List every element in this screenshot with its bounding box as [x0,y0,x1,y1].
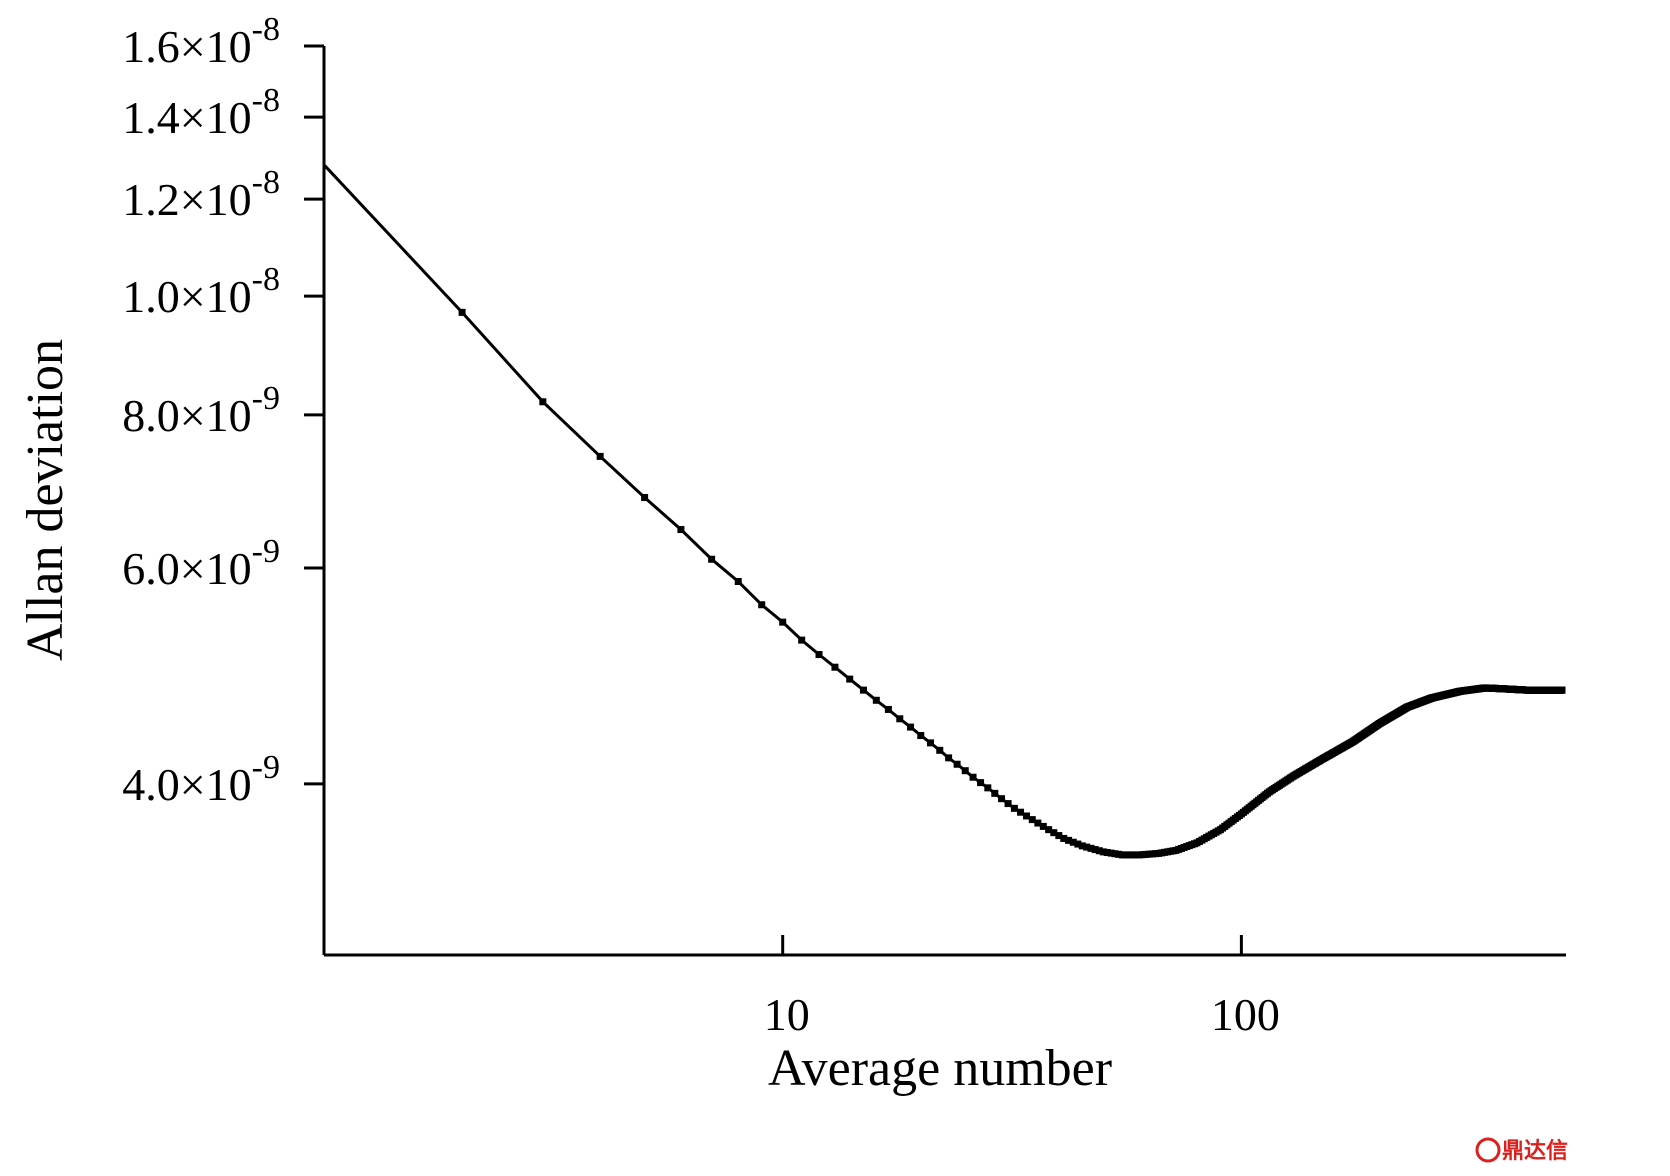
data-point [961,767,969,775]
data-point [1122,851,1130,859]
data-point [1045,826,1053,834]
data-point [779,618,787,626]
y-tick-label: 1.0×10-8 [122,261,280,322]
data-point [1091,846,1099,854]
x-ticks: 10 100 [764,935,1280,1040]
data-point [1060,834,1068,842]
data-point [969,773,977,781]
data-point [1065,836,1073,844]
data-point [798,636,806,644]
y-tick-label: 4.0×10-9 [122,749,280,810]
data-point [1111,850,1119,858]
data-point [907,723,915,731]
data-point [1095,847,1103,855]
watermark-badge-icon [1475,1137,1501,1163]
x-axis-title: Average number [768,1040,1112,1097]
data-point [859,686,867,694]
data-point [945,754,953,762]
data-point [1103,849,1111,857]
data-point [1078,842,1086,850]
data-point [641,494,649,502]
y-tick-label: 1.2×10-8 [122,164,280,225]
data-point [896,715,904,723]
y-axis-title: Allan deviation [17,339,74,661]
data-point [1087,844,1095,852]
data-point [831,663,839,671]
data-point [1017,808,1025,816]
data-point [1074,840,1082,848]
data-point [917,732,925,740]
y-tick-label: 6.0×10-9 [122,533,280,594]
data-point [677,526,685,534]
data-point [936,746,944,754]
data-point [884,705,892,713]
y-tick-label: 1.4×10-8 [122,82,280,143]
data-point [596,452,604,460]
data-point [1022,812,1030,820]
x-tick-label: 100 [1211,989,1280,1040]
data-point [953,760,961,768]
data-point [846,675,854,683]
data-point [1118,851,1126,859]
data-point [458,308,466,316]
data-point [1069,838,1077,846]
data-point [977,779,985,787]
data-point [1055,832,1063,840]
data-point [1010,804,1018,812]
watermark-logo: 鼎达信 [1475,1137,1568,1164]
x-axis: 10 100 [324,935,1566,1040]
y-axis: 4.0×10-9 6.0×10-9 8.0×10-9 1.0×10-8 1.2×10-8… [122,11,326,955]
data-point [872,696,880,704]
data-point [1558,686,1566,694]
data-point [815,651,823,659]
data-point [1115,850,1123,858]
data-point [1107,849,1115,857]
y-ticks: 4.0×10-9 6.0×10-9 8.0×10-9 1.0×10-8 1.2×10-8… [122,11,324,810]
data-point [1004,800,1012,808]
data-point [984,784,992,792]
watermark-text: 鼎达信 [1502,1138,1568,1164]
data-point [1083,843,1091,851]
plot-area [322,163,1566,859]
data-point [1099,848,1107,856]
data-point [758,601,766,609]
data-point [539,398,547,406]
series-markers [458,308,1566,859]
y-tick-label: 8.0×10-9 [122,380,280,441]
data-point [1028,816,1036,824]
data-point [1039,822,1047,830]
data-point [708,555,716,563]
x-tick-label: 10 [764,989,810,1040]
data-point [926,739,934,747]
data-point [1034,819,1042,827]
data-point [1050,829,1058,837]
data-point [734,578,742,586]
y-tick-label: 1.6×10-8 [122,11,280,72]
data-point [998,795,1006,803]
data-point [991,789,999,797]
